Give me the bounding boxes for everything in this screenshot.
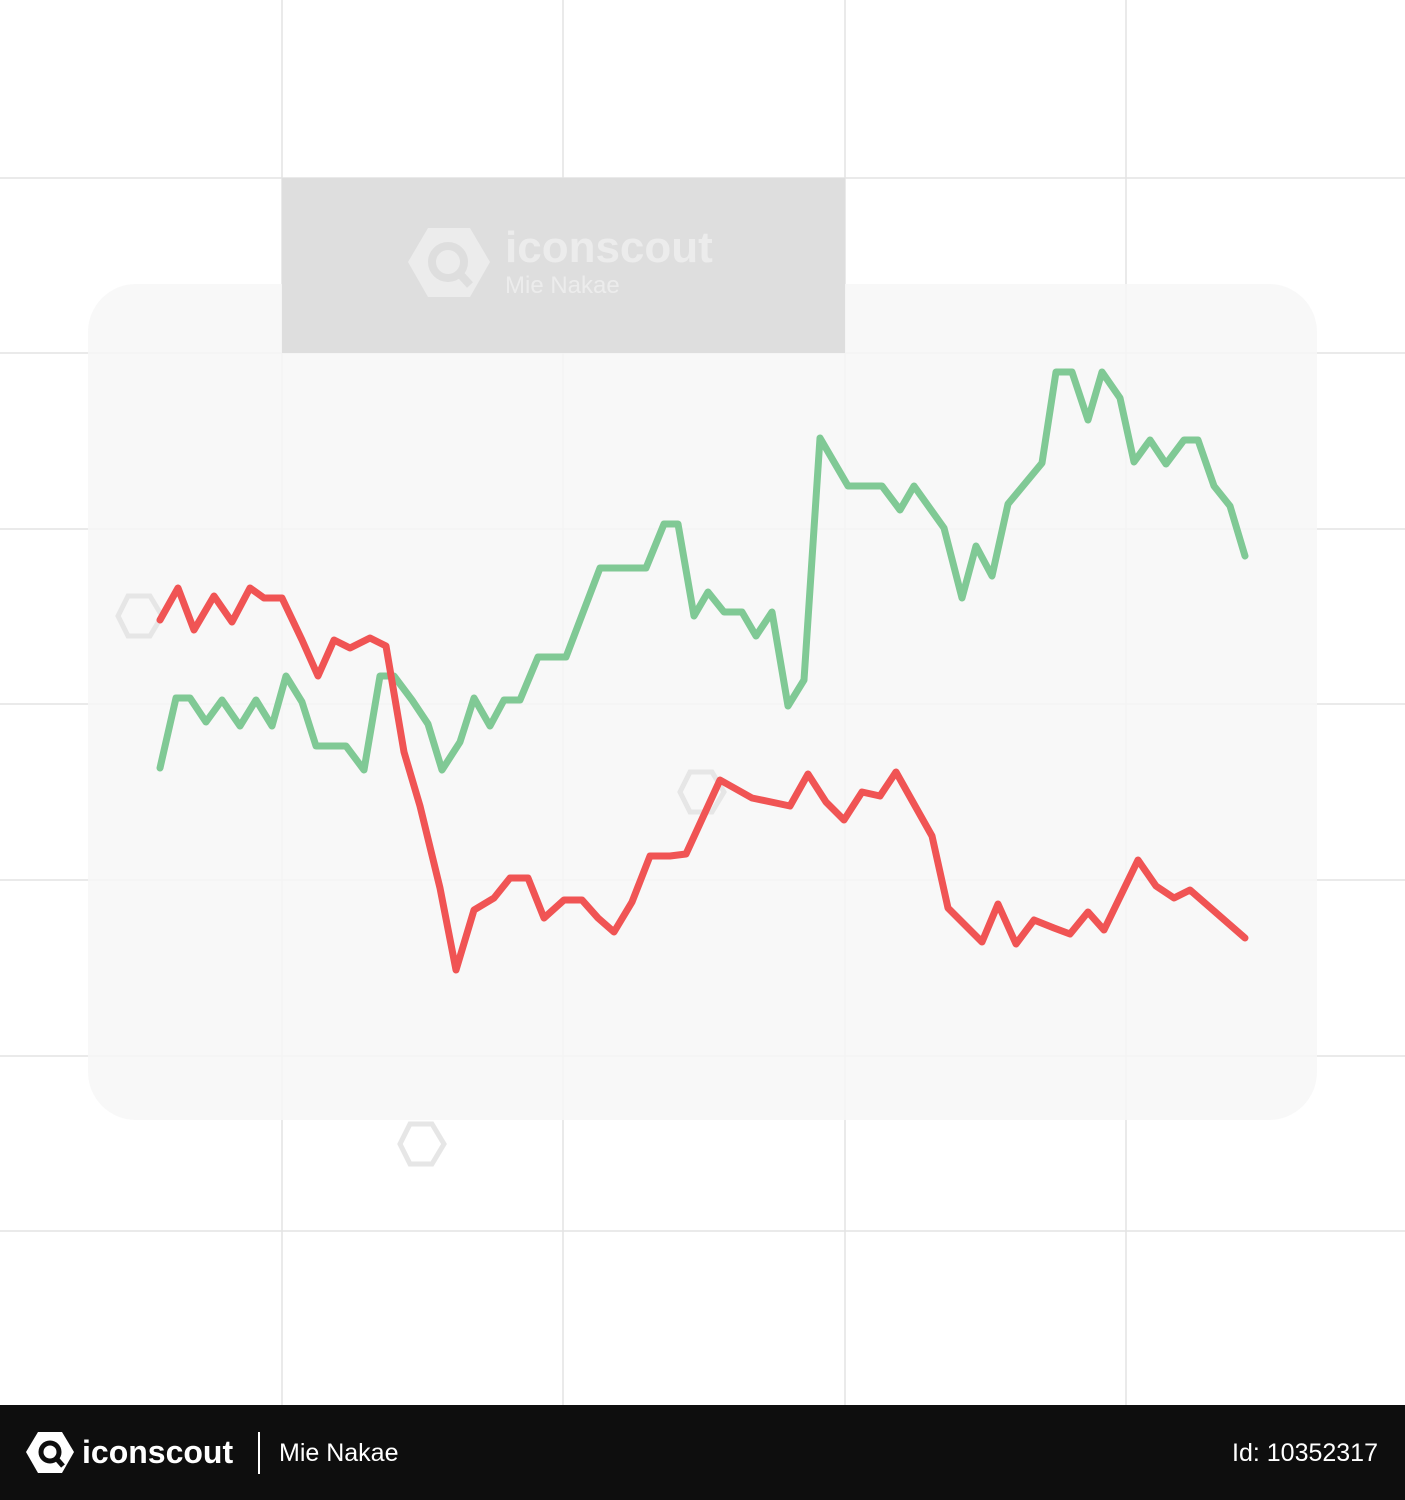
green-line bbox=[156, 368, 1249, 774]
watermark-author: Mie Nakae bbox=[505, 272, 620, 299]
card bbox=[88, 284, 1317, 1120]
watermark-box bbox=[282, 178, 845, 353]
footer-author: Mie Nakae bbox=[279, 1439, 399, 1467]
footer-id: Id: 10352317 bbox=[1232, 1439, 1378, 1467]
watermark-icons bbox=[115, 593, 727, 1167]
footer-logo bbox=[26, 1432, 74, 1473]
watermark-logo bbox=[408, 228, 490, 297]
watermark-brand: iconscout bbox=[505, 223, 713, 272]
footer-bar bbox=[0, 1405, 1405, 1500]
footer-brand: iconscout bbox=[82, 1434, 233, 1470]
red-line bbox=[156, 584, 1249, 974]
